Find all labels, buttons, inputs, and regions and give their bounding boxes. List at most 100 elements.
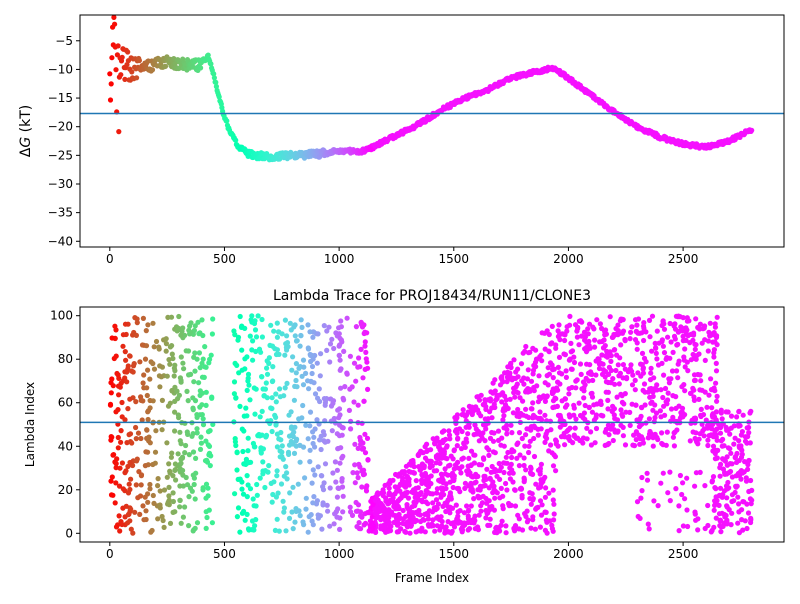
lambda-point	[299, 415, 305, 421]
lambda-point	[484, 466, 490, 472]
lambda-point	[492, 377, 498, 383]
lambda-point	[499, 435, 505, 441]
lambda-point	[475, 527, 481, 533]
lambda-point	[359, 322, 365, 328]
lambda-point	[538, 512, 545, 518]
lambda-point	[173, 477, 179, 483]
lambda-point	[620, 317, 626, 323]
lambda-point	[450, 456, 456, 462]
lambda-point	[180, 360, 186, 366]
lambda-point	[143, 516, 149, 523]
lambda-point	[534, 356, 540, 362]
lambda-point	[511, 448, 517, 454]
lambda-point	[271, 479, 277, 485]
lambda-point	[618, 342, 624, 348]
lambda-point	[145, 416, 151, 423]
lambda-point	[181, 366, 187, 372]
lambda-point	[363, 349, 369, 355]
lambda-point	[310, 429, 316, 435]
lambda-point	[333, 479, 339, 485]
lambda-point	[182, 504, 188, 510]
lambda-point	[688, 390, 694, 396]
lambda-point	[618, 422, 624, 428]
lambda-point	[622, 338, 628, 344]
lambda-point	[651, 375, 657, 381]
lambda-point	[161, 487, 168, 493]
lambda-point	[167, 400, 173, 406]
lambda-point	[437, 477, 443, 483]
lambda-point	[475, 473, 481, 479]
lambda-point	[602, 328, 608, 334]
lambda-point	[353, 324, 359, 330]
lambda-point	[487, 522, 493, 528]
lambda-point	[408, 469, 414, 475]
lambda-point	[145, 367, 151, 373]
lambda-point	[561, 351, 567, 357]
lambda-point	[627, 336, 633, 342]
lambda-point	[525, 367, 531, 373]
lambda-point	[182, 450, 188, 456]
lambda-point	[137, 511, 143, 517]
lambda-point	[247, 333, 253, 339]
lambda-point	[533, 506, 539, 512]
lambda-point	[479, 484, 485, 490]
lambda-point	[436, 456, 442, 462]
lambda-point	[113, 327, 119, 333]
lambda-point	[665, 490, 671, 496]
lambda-point	[325, 508, 331, 514]
lambda-point	[718, 424, 724, 431]
lambda-point	[675, 375, 681, 381]
lambda-point	[342, 384, 348, 390]
lambda-point	[638, 495, 644, 501]
lambda-point	[333, 509, 339, 515]
lambda-point	[169, 387, 175, 394]
lambda-point	[586, 404, 592, 410]
lambda-point	[503, 523, 509, 529]
lambda-point	[317, 373, 323, 379]
lambda-point	[245, 378, 251, 384]
lambda-point	[357, 513, 364, 519]
lambda-point	[466, 455, 472, 461]
lambda-point	[231, 379, 238, 385]
lambda-point	[153, 338, 160, 345]
lambda-point	[438, 494, 444, 500]
lambda-point	[306, 386, 312, 392]
lambda-point	[200, 422, 207, 428]
lambda-point	[305, 529, 311, 535]
lambda-point	[385, 501, 391, 507]
lambda-point	[728, 522, 734, 528]
lambda-point	[118, 439, 124, 445]
lambda-point	[602, 374, 608, 380]
lambda-point	[659, 337, 666, 343]
lambda-point	[709, 413, 716, 419]
lambda-point	[608, 358, 614, 364]
lambda-point	[163, 348, 169, 354]
lambda-point	[552, 454, 559, 460]
lambda-point	[500, 493, 506, 499]
lambda-point	[731, 498, 737, 504]
lambda-point	[244, 387, 250, 393]
lambda-point	[486, 452, 492, 458]
lambda-point	[525, 386, 531, 392]
delta-g-point	[112, 21, 118, 27]
lambda-point	[543, 517, 550, 523]
lambda-point	[438, 514, 444, 520]
lambda-point	[300, 444, 307, 450]
lambda-point	[537, 409, 543, 415]
lambda-point	[268, 322, 274, 328]
lambda-point	[337, 357, 343, 363]
lambda-point	[445, 504, 451, 510]
lambda-point	[659, 360, 665, 366]
lambda-point	[515, 406, 521, 413]
delta-g-axes-frame	[79, 14, 785, 248]
lambda-point	[581, 395, 587, 401]
lambda-point	[203, 402, 209, 408]
lambda-point	[670, 414, 676, 420]
lambda-point	[723, 512, 729, 519]
lambda-point	[574, 328, 580, 334]
lambda-point	[251, 503, 257, 509]
lambda-point	[696, 436, 702, 442]
lambda-point	[413, 478, 419, 484]
lambda-point	[258, 448, 264, 454]
lambda-point	[361, 467, 367, 473]
